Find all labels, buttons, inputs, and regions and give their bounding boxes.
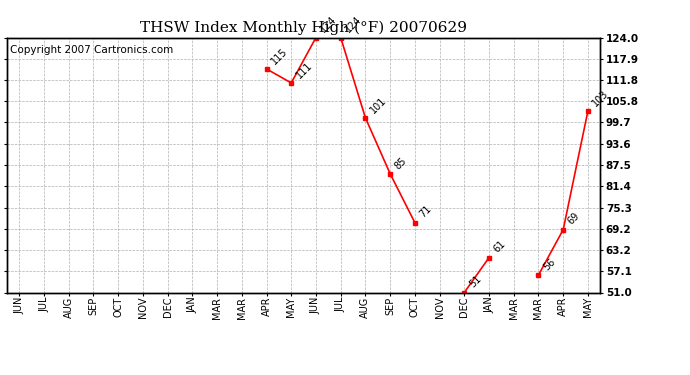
Text: 111: 111	[294, 60, 314, 80]
Text: 115: 115	[269, 46, 289, 66]
Text: 101: 101	[368, 95, 388, 115]
Text: 124: 124	[319, 15, 339, 35]
Title: THSW Index Monthly High (°F) 20070629: THSW Index Monthly High (°F) 20070629	[140, 21, 467, 35]
Text: 124: 124	[344, 15, 364, 35]
Text: Copyright 2007 Cartronics.com: Copyright 2007 Cartronics.com	[10, 45, 173, 55]
Text: 69: 69	[566, 211, 582, 227]
Text: 71: 71	[417, 204, 433, 220]
Text: 103: 103	[591, 88, 611, 108]
Text: 51: 51	[467, 274, 483, 290]
Text: 85: 85	[393, 155, 408, 171]
Text: 61: 61	[492, 239, 508, 255]
Text: 56: 56	[541, 256, 557, 272]
